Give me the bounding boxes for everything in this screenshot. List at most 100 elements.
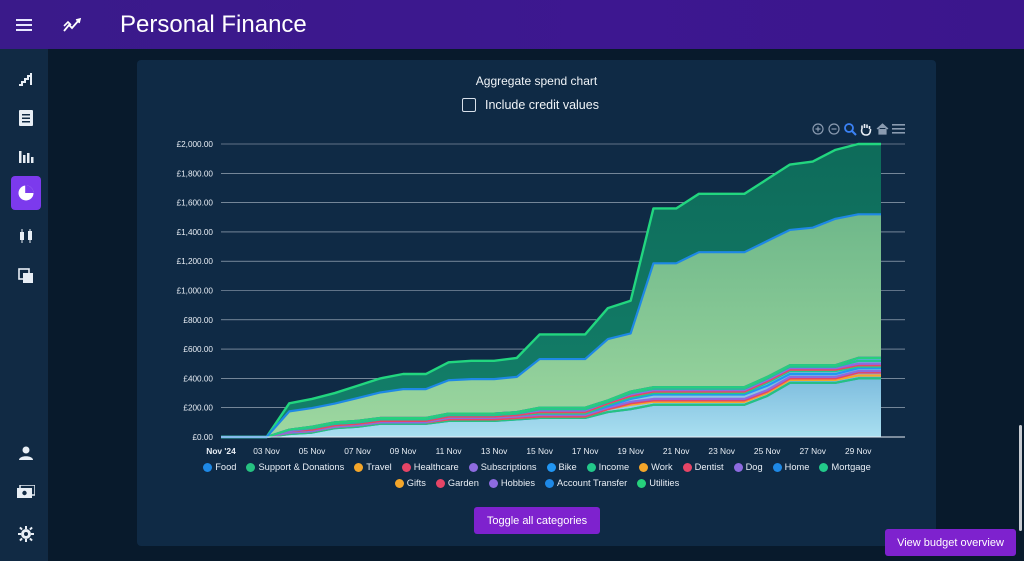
top-app-bar: Personal Finance — [0, 0, 1024, 49]
sidebar-item-spend-analysis[interactable] — [11, 176, 41, 210]
sidebar-item-transactions[interactable] — [11, 101, 41, 135]
x-tick-label: 17 Nov — [572, 446, 599, 456]
spend-chart-card: Aggregate spend chart Include credit val… — [137, 60, 936, 546]
legend-marker — [545, 478, 554, 488]
legend-marker — [637, 478, 647, 488]
y-tick-label: £1,000.00 — [177, 287, 214, 296]
legend-item-dentist[interactable]: Dentist — [682, 462, 724, 472]
series-line-mid — [221, 213, 881, 439]
menu-button[interactable] — [0, 0, 48, 49]
include-credit-label: Include credit values — [485, 98, 599, 112]
zoom-out-icon[interactable] — [827, 122, 841, 136]
x-tick-label: 21 Nov — [663, 446, 690, 456]
legend-item-hobbies[interactable]: Hobbies — [488, 478, 535, 488]
sidebar-item-profile[interactable] — [11, 436, 41, 470]
include-credit-row[interactable]: Include credit values — [462, 98, 599, 112]
legend-item-gifts[interactable]: Gifts — [394, 478, 426, 488]
legend-marker — [435, 478, 445, 488]
legend-marker — [354, 462, 364, 472]
y-tick-label: £1,400.00 — [177, 228, 214, 237]
x-tick-label: 05 Nov — [299, 446, 326, 456]
legend-label: Hobbies — [500, 478, 535, 488]
view-budget-overview-button[interactable]: View budget overview — [885, 529, 1016, 556]
legend-label: Mortgage — [831, 462, 871, 472]
legend-item-utilities[interactable]: Utilities — [637, 478, 679, 488]
aggregate-spend-chart: £0.00 £200.00 £400.00 £600.00 £800.00 £1,000.… — [177, 140, 905, 456]
y-tick-label: £800.00 — [183, 316, 213, 325]
legend-item-mortgage[interactable]: Mortgage — [819, 462, 871, 472]
reset-home-icon[interactable] — [875, 122, 889, 136]
sidebar-item-reports[interactable] — [11, 139, 41, 173]
y-tick-label: £1,200.00 — [177, 257, 214, 266]
sidebar-item-accounts[interactable] — [11, 259, 41, 293]
legend-item-home[interactable]: Home — [772, 462, 810, 472]
legend-marker — [682, 462, 692, 472]
legend-marker — [772, 462, 782, 472]
legend-label: Home — [784, 462, 810, 472]
include-credit-checkbox[interactable] — [462, 98, 476, 112]
gear-icon — [18, 526, 34, 542]
legend-item-subscriptions[interactable]: Subscriptions — [468, 462, 537, 472]
sidebar-item-settings[interactable] — [11, 517, 41, 551]
legend-label: Food — [215, 462, 237, 472]
sidebar-item-dashboard[interactable] — [11, 63, 41, 97]
chart-legend: Food Support & Donations Travel Healthcare S… — [187, 462, 887, 488]
area-base-band — [221, 357, 881, 437]
series-line-total — [221, 142, 881, 439]
y-tick-label: £0.00 — [193, 433, 214, 442]
legend-item-healthcare[interactable]: Healthcare — [401, 462, 459, 472]
legend-marker — [468, 462, 478, 472]
candlestick-icon — [20, 229, 32, 243]
zoom-in-icon[interactable] — [811, 122, 825, 136]
legend-item-support-donations[interactable]: Support & Donations — [246, 462, 344, 472]
series-line-utilities — [221, 356, 881, 439]
legend-marker — [546, 462, 556, 472]
legend-item-income[interactable]: Income — [586, 462, 629, 472]
toggle-all-categories-button[interactable]: Toggle all categories — [474, 507, 600, 534]
legend-label: Subscriptions — [480, 462, 537, 472]
chart-menu-icon[interactable] — [891, 122, 905, 136]
legend-item-account-transfer[interactable]: Account Transfer — [545, 478, 627, 488]
y-tick-label: £1,800.00 — [177, 169, 214, 178]
legend-marker — [639, 462, 649, 472]
x-tick-label: 09 Nov — [390, 446, 417, 456]
legend-label: Dentist — [694, 462, 724, 472]
pie-chart-icon — [18, 185, 34, 201]
x-tick-label: 15 Nov — [526, 446, 553, 456]
bar-chart-icon — [19, 151, 34, 163]
legend-label: Garden — [447, 478, 479, 488]
legend-label: Account Transfer — [557, 478, 628, 488]
legend-marker — [488, 478, 498, 488]
scrollbar[interactable] — [1019, 425, 1022, 531]
legend-label: Support & Donations — [258, 462, 345, 472]
legend-item-travel[interactable]: Travel — [354, 462, 392, 472]
legend-marker — [401, 462, 411, 472]
sidebar-item-investments[interactable] — [11, 219, 41, 253]
legend-item-work[interactable]: Work — [639, 462, 673, 472]
x-tick-label: 19 Nov — [617, 446, 644, 456]
legend-label: Dog — [745, 462, 763, 472]
x-tick-label: Nov '24 — [206, 446, 236, 456]
legend-marker — [819, 462, 829, 472]
zoom-select-icon[interactable] — [843, 122, 857, 136]
sidebar-item-budgets[interactable] — [11, 475, 41, 509]
user-icon — [19, 446, 33, 460]
x-tick-label: 27 Nov — [799, 446, 826, 456]
legend-item-food[interactable]: Food — [203, 462, 236, 472]
series-line-dentist — [221, 364, 881, 439]
pan-hand-icon[interactable] — [859, 122, 873, 136]
legend-label: Work — [651, 462, 673, 472]
legend-marker — [733, 462, 743, 472]
legend-item-dog[interactable]: Dog — [733, 462, 763, 472]
legend-marker — [246, 462, 256, 472]
ledger-icon — [19, 110, 33, 126]
app-title: Personal Finance — [120, 10, 307, 38]
stairs-icon — [19, 73, 32, 86]
legend-item-bike[interactable]: Bike — [546, 462, 577, 472]
hamburger-icon — [16, 18, 32, 31]
x-tick-label: 25 Nov — [754, 446, 781, 456]
y-tick-label: £200.00 — [183, 404, 213, 413]
legend-label: Gifts — [406, 478, 426, 488]
legend-item-garden[interactable]: Garden — [435, 478, 479, 488]
series-line-mortgage — [221, 359, 881, 439]
